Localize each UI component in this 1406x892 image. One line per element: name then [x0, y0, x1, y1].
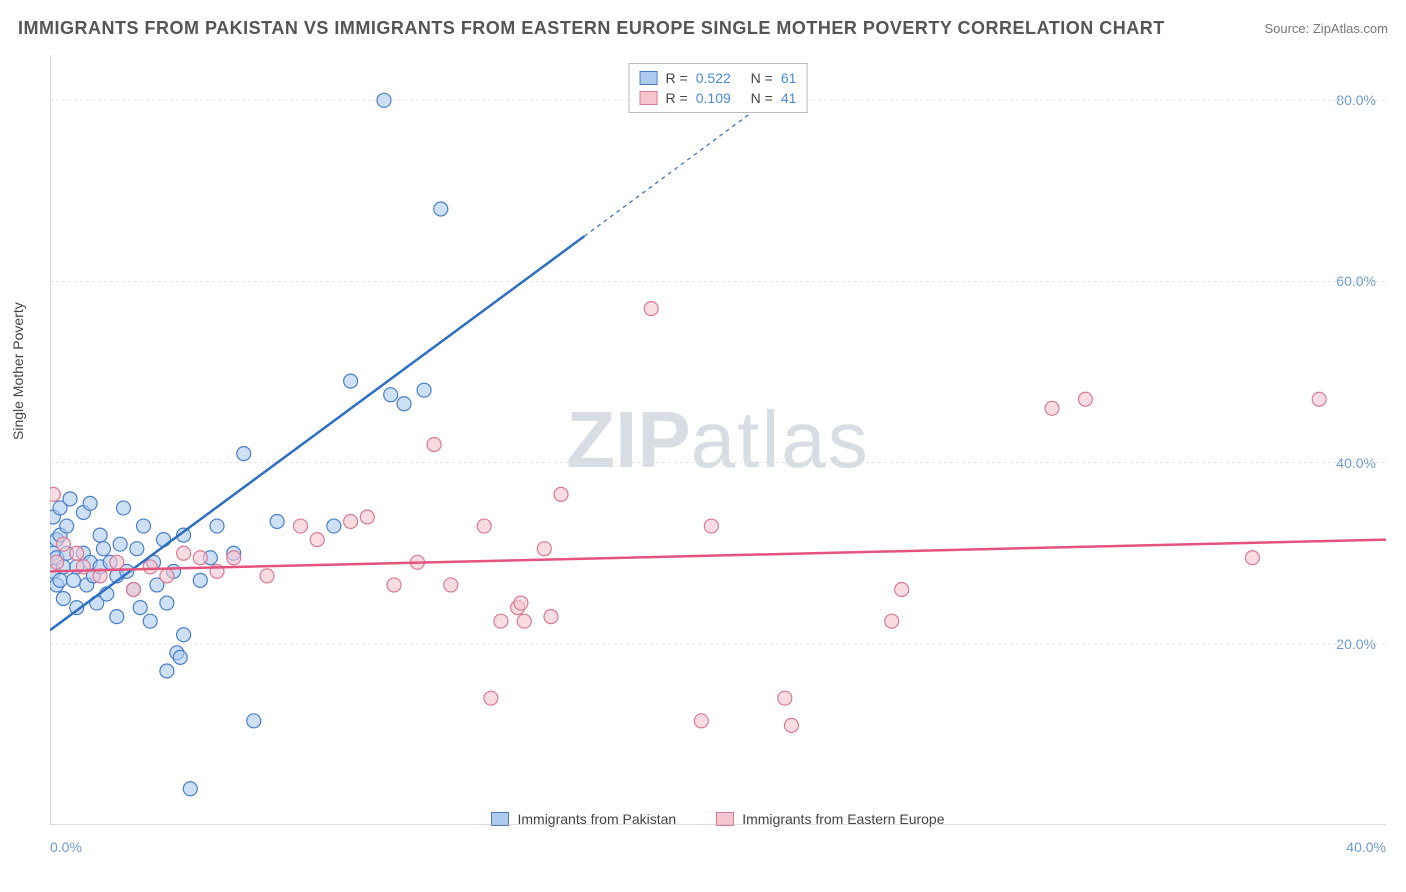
- r-label: R =: [666, 90, 688, 106]
- correlation-legend: R = 0.522 N = 61 R = 0.109 N = 41: [629, 63, 808, 113]
- source-name: ZipAtlas.com: [1313, 21, 1388, 36]
- r-value-eastern-europe: 0.109: [696, 90, 731, 106]
- n-value-eastern-europe: 41: [781, 90, 797, 106]
- chart-title: IMMIGRANTS FROM PAKISTAN VS IMMIGRANTS F…: [18, 18, 1165, 39]
- swatch-eastern-europe: [640, 91, 658, 105]
- n-value-pakistan: 61: [781, 70, 797, 86]
- n-label: N =: [751, 90, 773, 106]
- source-prefix: Source:: [1264, 21, 1312, 36]
- swatch-pakistan: [640, 71, 658, 85]
- legend-row-pakistan: R = 0.522 N = 61: [640, 68, 797, 88]
- y-axis-label: Single Mother Poverty: [10, 302, 26, 440]
- x-tick-min: 0.0%: [50, 839, 82, 855]
- legend-row-eastern-europe: R = 0.109 N = 41: [640, 88, 797, 108]
- chart-area: ZIPatlas R = 0.522 N = 61 R = 0.109 N = …: [50, 55, 1386, 825]
- n-label: N =: [751, 70, 773, 86]
- chart-svg: [50, 55, 1386, 825]
- r-value-pakistan: 0.522: [696, 70, 731, 86]
- r-label: R =: [666, 70, 688, 86]
- x-tick-max: 40.0%: [1346, 839, 1386, 855]
- source-label: Source: ZipAtlas.com: [1264, 21, 1388, 36]
